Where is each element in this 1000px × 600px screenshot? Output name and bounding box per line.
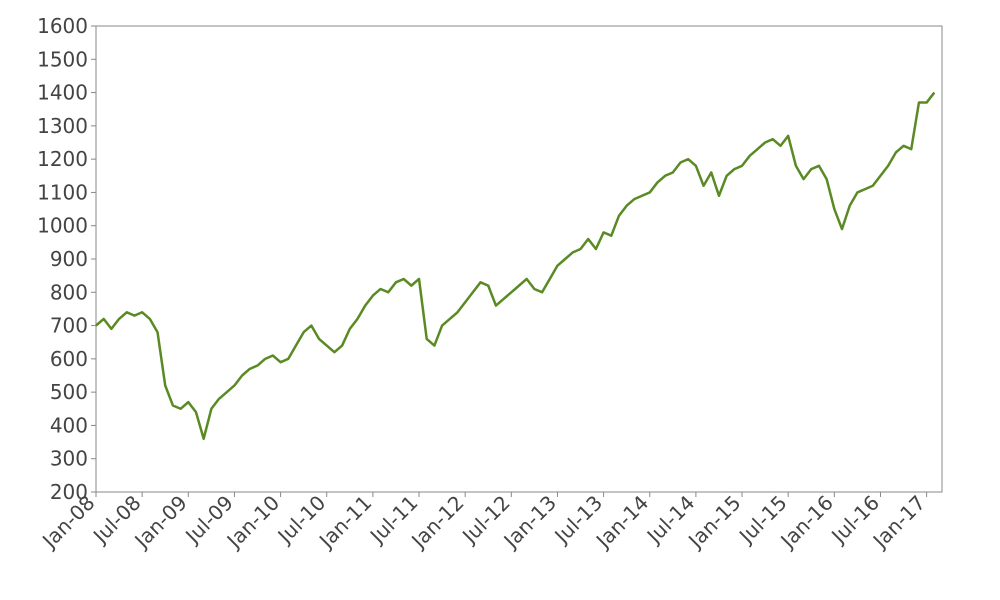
y-tick-label: 300	[50, 447, 88, 471]
y-tick-label: 1500	[37, 47, 88, 71]
y-tick-label: 1200	[37, 147, 88, 171]
y-tick-label: 500	[50, 380, 88, 404]
y-tick-label: 200	[50, 480, 88, 504]
y-tick-label: 1600	[37, 14, 88, 38]
y-tick-label: 1100	[37, 180, 88, 204]
y-tick-label: 600	[50, 347, 88, 371]
line-series	[95, 91, 936, 440]
y-tick-label: 1300	[37, 114, 88, 138]
y-tick-label: 1000	[37, 214, 88, 238]
y-tick-label: 1400	[37, 81, 88, 105]
y-tick-label: 800	[50, 280, 88, 304]
y-tick-label: 400	[50, 413, 88, 437]
y-tick-label: 700	[50, 314, 88, 338]
y-tick-label: 900	[50, 247, 88, 271]
plot-frame	[95, 25, 943, 493]
